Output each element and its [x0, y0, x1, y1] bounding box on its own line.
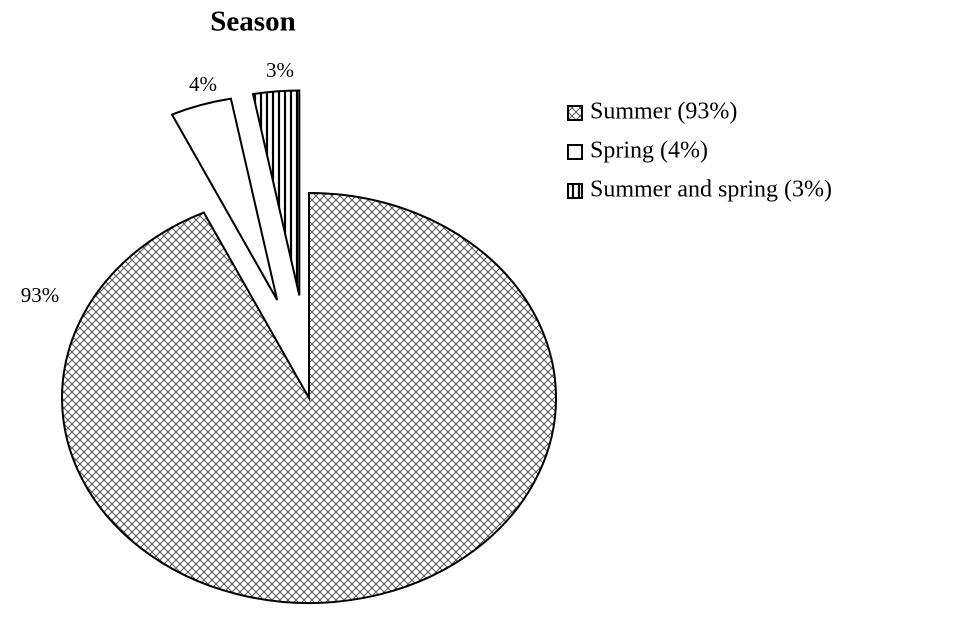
legend-swatch	[567, 183, 583, 199]
legend-label: Spring (4%)	[590, 138, 708, 164]
legend-swatch	[567, 105, 583, 121]
pie-slice	[61, 191, 557, 604]
data-label: 4%	[189, 72, 217, 96]
data-label: 3%	[266, 58, 294, 82]
legend-label: Summer and spring (3%)	[590, 177, 832, 203]
pie-slice	[251, 89, 301, 296]
legend-label: Summer (93%)	[590, 99, 737, 125]
data-label: 93%	[21, 283, 60, 307]
pie-slice	[170, 97, 279, 301]
legend-swatch	[567, 144, 583, 160]
chart-title: Season	[210, 6, 295, 38]
